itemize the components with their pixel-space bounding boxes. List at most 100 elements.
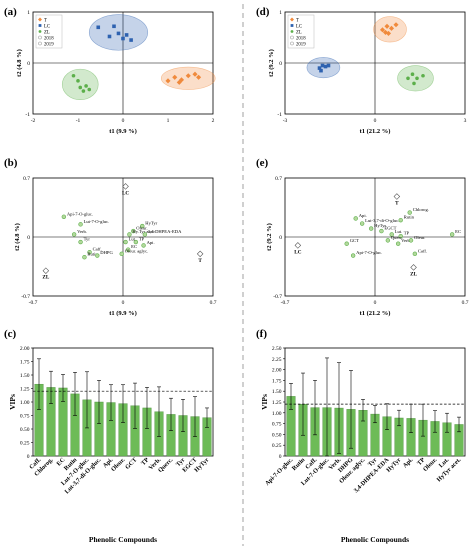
score-point-zl-a — [84, 84, 88, 88]
score-point-zl-a — [71, 73, 76, 78]
panel-label-d: (d) — [256, 6, 270, 18]
x-tick-label-e: 0.7 — [462, 300, 469, 306]
loading-point-b — [78, 239, 83, 245]
loading-point-b — [61, 214, 67, 219]
loading-label-e: HyTyr — [374, 223, 386, 228]
x-tick-label-d: 0 — [374, 118, 377, 124]
score-point-lc-d — [320, 63, 325, 68]
group-point-t-b — [196, 250, 204, 258]
loading-label-b: Rutin — [87, 252, 98, 257]
x-axis-label-d: t1 (21.2 %) — [360, 128, 391, 135]
y-tick-label-f: 2.25 — [272, 357, 282, 363]
y-tick-label-c: 0 — [27, 454, 30, 460]
loading-point-b — [127, 232, 132, 237]
score-point-lc-a — [96, 25, 101, 30]
y-tick-label-c: 0.25 — [20, 441, 30, 447]
panel-label-a: (a) — [4, 6, 17, 18]
loading-label-e: Caff. — [418, 248, 427, 253]
loading-label-b: Lut-7-O-gluc. — [84, 219, 110, 224]
x-axis-label-f: Phenolic Compounds — [341, 535, 409, 544]
loading-point-b — [119, 251, 124, 257]
y-tick-label-f: 1.50 — [272, 389, 282, 395]
loading-point-e — [412, 251, 418, 257]
loading-label-e: GCT — [350, 238, 359, 243]
y-tick-label-f: 0.50 — [272, 432, 282, 438]
group-point-lc-e — [294, 242, 302, 249]
x-axis-label-e: t1 (21.2 %) — [360, 310, 391, 317]
loading-point-e — [398, 233, 403, 239]
loading-label-b: EC — [131, 244, 137, 249]
y-tick-label-c: 1.75 — [20, 360, 30, 366]
score-point-zl-d — [410, 72, 415, 77]
group-label-lc-b: LC — [122, 190, 129, 196]
y-tick-label-e: -0.7 — [273, 294, 282, 300]
panel-label-c: (c) — [4, 328, 17, 340]
loading-label-e: EGCT — [384, 226, 396, 231]
loading-label-b: Lut. — [129, 237, 137, 242]
loading-label-b: Caff. — [93, 247, 102, 252]
y-tick-label-a: -1 — [25, 112, 30, 118]
group-label-zl-e: ZL — [410, 271, 417, 277]
loading-point-b — [133, 239, 139, 245]
x-tick-label-b: -0.7 — [29, 300, 38, 306]
legend-marker-zl-d — [290, 30, 294, 33]
score-point-zl-d — [412, 81, 416, 86]
group-point-zl-e — [410, 264, 417, 271]
group-label-t-b: T — [198, 258, 202, 264]
loading-label-b: Api. — [147, 240, 155, 245]
y-tick-label-a: 1 — [27, 10, 30, 16]
y-tick-label-b: 0.7 — [23, 176, 30, 182]
legend-label-d: ZL — [296, 30, 302, 35]
score-point-zl-a — [78, 85, 83, 90]
category-label-c: EC — [55, 456, 66, 467]
y-tick-label-f: 0.25 — [272, 443, 282, 449]
confidence-ellipse-zl-a — [61, 68, 99, 101]
x-tick-label-a: -2 — [31, 118, 36, 124]
x-axis-label-c: Phenolic Compounds — [89, 535, 157, 544]
legend-label-a: 2019 — [44, 42, 54, 47]
y-tick-label-d: 0 — [279, 61, 282, 67]
legend-marker-year-d — [290, 35, 294, 40]
category-label-f: Api-7-O-gluc. — [264, 456, 295, 487]
legend-marker-year-a — [38, 35, 42, 40]
score-point-t-a — [196, 74, 202, 80]
score-point-lc-a — [112, 24, 116, 29]
x-tick-label-a: -1 — [76, 118, 81, 124]
score-point-lc-d — [317, 66, 322, 70]
loading-point-e — [389, 232, 394, 237]
group-point-t-e — [393, 193, 401, 200]
loading-label-e: Api. — [359, 213, 367, 218]
score-point-zl-d — [406, 76, 410, 81]
y-tick-label-c: 1.50 — [20, 373, 30, 379]
legend-label-a: 2018 — [44, 36, 54, 41]
legend-marker-lc-a — [38, 24, 42, 27]
x-tick-label-a: 2 — [212, 118, 215, 124]
x-tick-label-e: -0.7 — [281, 300, 290, 306]
legend-marker-year-a — [38, 41, 42, 46]
category-label-f: TP — [416, 456, 427, 467]
legend-label-a: ZL — [44, 30, 50, 35]
legend-label-d: T — [296, 18, 299, 23]
loading-point-b — [123, 239, 128, 245]
y-axis-label-b: t2 (4.8 %) — [14, 223, 21, 251]
x-tick-label-a: 0 — [122, 118, 125, 124]
y-tick-label-e: 0.7 — [275, 176, 282, 182]
loading-label-b: Oleur. — [136, 226, 147, 231]
panel-label-f: (f) — [256, 328, 267, 340]
loading-label-b: TP — [139, 237, 145, 242]
y-tick-label-c: 1.00 — [20, 400, 30, 406]
loading-point-e — [385, 238, 391, 243]
loading-point-e — [353, 216, 358, 221]
loading-point-e — [368, 226, 374, 231]
y-tick-label-f: 2.50 — [272, 346, 282, 352]
loading-point-b — [131, 228, 136, 234]
category-label-f: Tyr — [367, 456, 379, 468]
y-tick-label-f: 1.00 — [272, 411, 282, 417]
x-tick-label-b: 0.7 — [210, 300, 217, 306]
y-tick-label-b: -0.7 — [21, 294, 30, 300]
x-tick-label-d: 3 — [464, 118, 467, 124]
loading-label-b: HyTyr — [145, 221, 157, 226]
legend-label-d: 2018 — [296, 36, 306, 41]
loading-label-e: Oleur. — [414, 235, 425, 240]
score-point-zl-a — [81, 89, 86, 93]
